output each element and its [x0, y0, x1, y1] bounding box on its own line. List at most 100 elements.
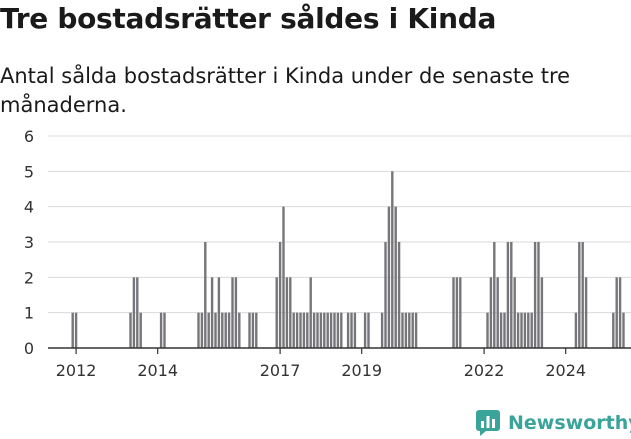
bar — [622, 312, 625, 348]
bar — [282, 206, 285, 348]
bar — [319, 312, 323, 348]
bar — [584, 277, 588, 348]
bar — [74, 312, 78, 348]
bar — [414, 312, 418, 348]
bar — [452, 277, 455, 348]
bar — [499, 312, 503, 348]
bar — [506, 242, 510, 348]
bar — [204, 242, 207, 348]
bar — [255, 312, 258, 348]
bar — [503, 312, 506, 348]
bar — [227, 312, 231, 348]
bar — [312, 312, 316, 348]
bar — [221, 312, 224, 348]
y-tick-label: 5 — [24, 162, 34, 181]
bar-chart: 01234562012201420172019202220243 — [24, 127, 631, 380]
bar — [380, 312, 384, 348]
bar — [363, 312, 367, 348]
bar — [132, 277, 136, 348]
bar — [408, 312, 411, 348]
bar — [340, 312, 343, 348]
bar — [612, 312, 615, 348]
bar — [615, 277, 618, 348]
bar — [459, 277, 462, 348]
bar — [323, 312, 326, 348]
bar — [391, 171, 394, 348]
bar — [217, 277, 221, 348]
bar — [231, 277, 234, 348]
x-tick-label: 2017 — [260, 361, 301, 380]
bar — [159, 312, 163, 348]
bar — [578, 242, 581, 348]
bar — [306, 312, 309, 348]
bar — [574, 312, 578, 348]
bar — [530, 312, 533, 348]
bar — [292, 312, 295, 348]
bar — [248, 312, 251, 348]
bar — [238, 312, 241, 348]
bar — [516, 312, 520, 348]
bar — [163, 312, 166, 348]
bar — [285, 277, 289, 348]
bar — [350, 312, 353, 348]
bar — [71, 312, 74, 348]
bar — [129, 312, 132, 348]
y-tick-label: 6 — [24, 127, 34, 146]
bar — [299, 312, 302, 348]
bar — [486, 312, 489, 348]
bar — [295, 312, 299, 348]
bar — [278, 242, 282, 348]
bar — [200, 312, 204, 348]
bar — [275, 277, 278, 348]
newsworthy-logo: Newsworthy — [476, 407, 631, 439]
bar — [302, 312, 306, 348]
bar — [455, 277, 459, 348]
bar — [326, 312, 329, 348]
bar — [329, 312, 333, 348]
bar — [527, 312, 530, 348]
bar — [346, 312, 350, 348]
bar — [251, 312, 255, 348]
bar — [581, 242, 584, 348]
y-tick-label: 4 — [24, 198, 34, 217]
x-tick-label: 2014 — [137, 361, 178, 380]
chart-title: Tre bostadsrätter såldes i Kinda — [0, 2, 497, 35]
bar — [523, 312, 527, 348]
x-tick-label: 2024 — [545, 361, 586, 380]
bar — [210, 277, 214, 348]
bar — [401, 312, 404, 348]
newsworthy-icon — [476, 410, 500, 436]
x-tick-label: 2022 — [464, 361, 505, 380]
bar — [316, 312, 319, 348]
bar — [489, 277, 493, 348]
bar — [214, 312, 217, 348]
bar — [537, 242, 540, 348]
bar — [333, 312, 336, 348]
bar — [618, 277, 622, 348]
bar — [224, 312, 227, 348]
bar — [367, 312, 370, 348]
bar — [353, 312, 357, 348]
bar — [394, 206, 397, 348]
bar — [520, 312, 523, 348]
y-tick-label: 1 — [24, 304, 34, 323]
bar — [384, 242, 387, 348]
chart-subtitle: Antal sålda bostadsrätter i Kinda under … — [0, 64, 571, 117]
brand-name: Newsworthy — [508, 412, 631, 434]
bar — [533, 242, 537, 348]
y-tick-label: 3 — [24, 233, 34, 252]
bar — [510, 242, 513, 348]
bar — [197, 312, 200, 348]
bar — [234, 277, 238, 348]
bar — [493, 242, 496, 348]
bar — [540, 277, 544, 348]
x-tick-label: 2012 — [56, 361, 97, 380]
bar — [404, 312, 408, 348]
bar — [136, 277, 139, 348]
bar — [289, 277, 292, 348]
bar — [411, 312, 414, 348]
bar — [336, 312, 340, 348]
bar — [387, 206, 391, 348]
bar — [496, 277, 499, 348]
y-tick-label: 0 — [24, 339, 34, 358]
